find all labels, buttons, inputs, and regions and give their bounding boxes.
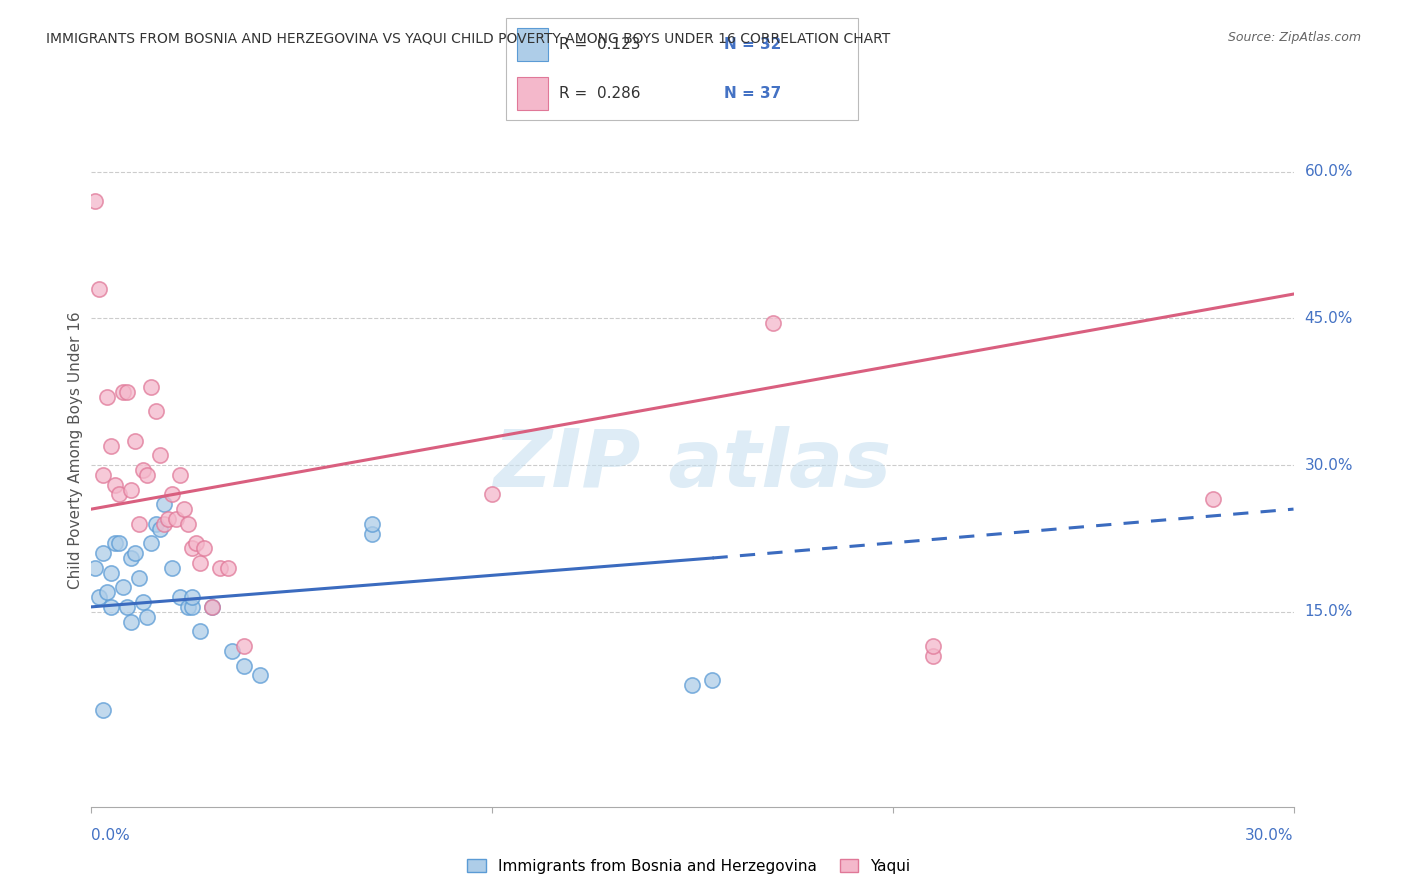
Point [100, 566, 122, 580]
Point [124, 434, 146, 448]
FancyBboxPatch shape [517, 78, 548, 110]
Point [93, 702, 115, 716]
Point [148, 522, 170, 536]
Point [117, 599, 139, 614]
FancyBboxPatch shape [506, 18, 858, 120]
Point [141, 536, 163, 550]
Point [128, 570, 150, 584]
Point [89, 282, 111, 296]
Point [232, 658, 254, 673]
Point [180, 541, 202, 556]
Text: Source: ZipAtlas.com: Source: ZipAtlas.com [1227, 31, 1361, 45]
Text: N = 32: N = 32 [724, 37, 782, 52]
Text: 0.0%: 0.0% [91, 829, 131, 843]
Point [360, 526, 382, 541]
Point [176, 599, 198, 614]
Point [208, 561, 231, 575]
Text: 30.0%: 30.0% [1305, 458, 1353, 473]
Point [108, 487, 131, 501]
Point [922, 639, 945, 653]
Point [148, 448, 170, 462]
Point [121, 483, 143, 497]
Point [132, 595, 155, 609]
Point [121, 615, 143, 629]
Point [145, 404, 167, 418]
Text: IMMIGRANTS FROM BOSNIA AND HERZEGOVINA VS YAQUI CHILD POVERTY AMONG BOYS UNDER 1: IMMIGRANTS FROM BOSNIA AND HERZEGOVINA V… [46, 31, 890, 45]
Point [169, 467, 191, 482]
Y-axis label: Child Poverty Among Boys Under 16: Child Poverty Among Boys Under 16 [67, 311, 83, 590]
Text: R =  0.286: R = 0.286 [560, 87, 640, 102]
Point [180, 590, 202, 604]
Point [201, 599, 224, 614]
Point [112, 384, 135, 399]
Point [481, 487, 503, 501]
Point [152, 516, 174, 531]
Point [221, 644, 243, 658]
Point [165, 512, 187, 526]
Point [176, 516, 198, 531]
FancyBboxPatch shape [517, 29, 548, 61]
Text: 45.0%: 45.0% [1305, 311, 1353, 326]
Text: ZIP atlas: ZIP atlas [494, 425, 891, 504]
Text: R =  0.123: R = 0.123 [560, 37, 640, 52]
Point [160, 561, 183, 575]
Text: 15.0%: 15.0% [1305, 604, 1353, 619]
Point [922, 648, 945, 663]
Point [193, 541, 215, 556]
Point [232, 639, 254, 653]
Point [96, 585, 118, 599]
Point [1202, 492, 1225, 507]
Point [681, 678, 703, 692]
Point [136, 609, 159, 624]
Point [249, 668, 271, 682]
Point [184, 536, 207, 550]
Point [93, 546, 115, 560]
Point [132, 463, 155, 477]
Legend: Immigrants from Bosnia and Herzegovina, Yaqui: Immigrants from Bosnia and Herzegovina, … [461, 853, 917, 880]
Point [156, 512, 179, 526]
Point [201, 599, 224, 614]
Point [136, 467, 159, 482]
Point [188, 624, 211, 639]
Point [145, 516, 167, 531]
Point [180, 599, 202, 614]
Point [112, 580, 135, 594]
Point [762, 317, 785, 331]
Point [84, 194, 107, 209]
Point [217, 561, 239, 575]
Point [96, 390, 118, 404]
Point [121, 551, 143, 566]
Point [702, 673, 724, 688]
Point [100, 439, 122, 453]
Point [100, 599, 122, 614]
Point [160, 487, 183, 501]
Point [104, 536, 127, 550]
Text: 30.0%: 30.0% [1246, 829, 1294, 843]
Point [84, 561, 107, 575]
Point [188, 556, 211, 570]
Text: N = 37: N = 37 [724, 87, 782, 102]
Point [93, 467, 115, 482]
Point [141, 380, 163, 394]
Point [104, 477, 127, 491]
Point [108, 536, 131, 550]
Point [173, 502, 195, 516]
Point [117, 384, 139, 399]
Point [360, 516, 382, 531]
Point [152, 497, 174, 511]
Point [124, 546, 146, 560]
Point [128, 516, 150, 531]
Point [169, 590, 191, 604]
Text: 60.0%: 60.0% [1305, 164, 1353, 179]
Point [89, 590, 111, 604]
